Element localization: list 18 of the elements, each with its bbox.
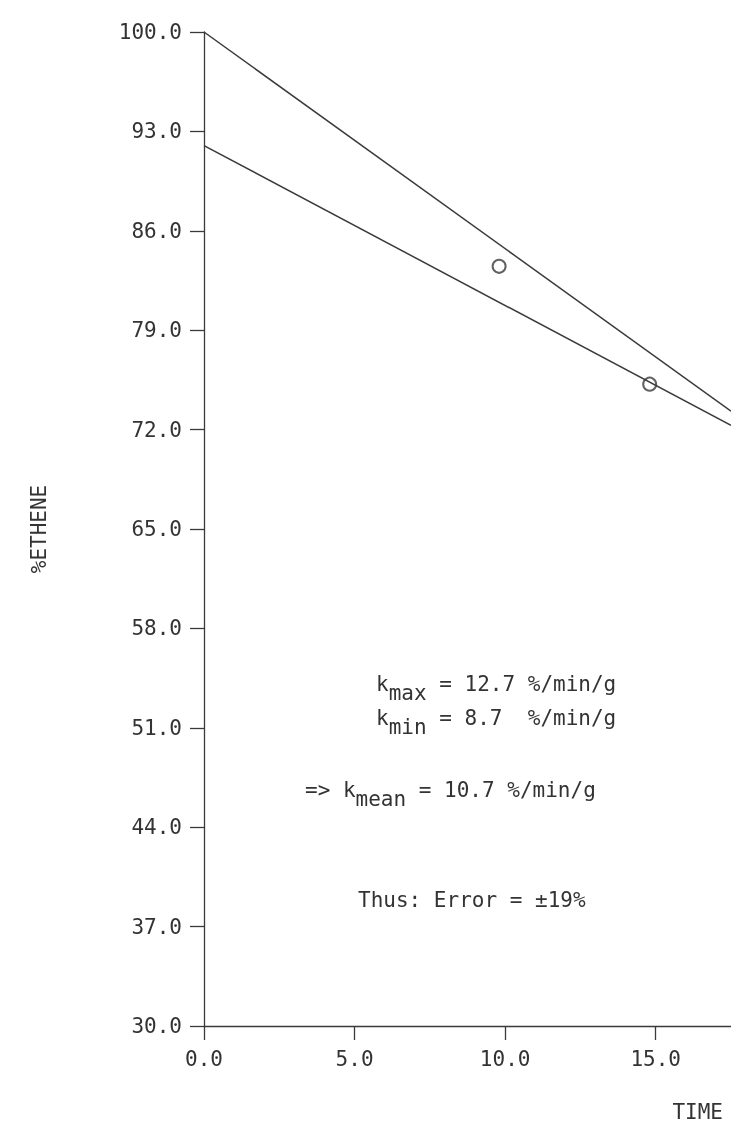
y-axis-title: %ETHENE bbox=[26, 484, 51, 574]
y-tick-label: 65.0 bbox=[131, 517, 182, 541]
y-tick-label: 51.0 bbox=[131, 715, 182, 740]
y-tick-label: 86.0 bbox=[131, 218, 182, 243]
y-tick-label: 79.0 bbox=[131, 318, 182, 343]
y-tick-label: 44.0 bbox=[131, 815, 182, 840]
y-tick-label: 93.0 bbox=[131, 119, 182, 144]
annotation: Thus: Error = ±19% bbox=[358, 888, 586, 912]
y-tick-label: 30.0 bbox=[131, 1014, 182, 1038]
x-axis-title: TIME bbox=[672, 1099, 723, 1124]
x-tick-label: 5.0 bbox=[335, 1046, 374, 1071]
y-tick-label: 37.0 bbox=[131, 914, 182, 939]
x-tick-label: 15.0 bbox=[630, 1046, 681, 1071]
y-tick-label: 72.0 bbox=[131, 417, 182, 442]
y-tick-label: 100.0 bbox=[118, 20, 182, 44]
x-tick-label: 10.0 bbox=[479, 1046, 531, 1071]
x-tick-label: 0.0 bbox=[185, 1046, 223, 1071]
y-tick-label: 58.0 bbox=[131, 616, 182, 641]
